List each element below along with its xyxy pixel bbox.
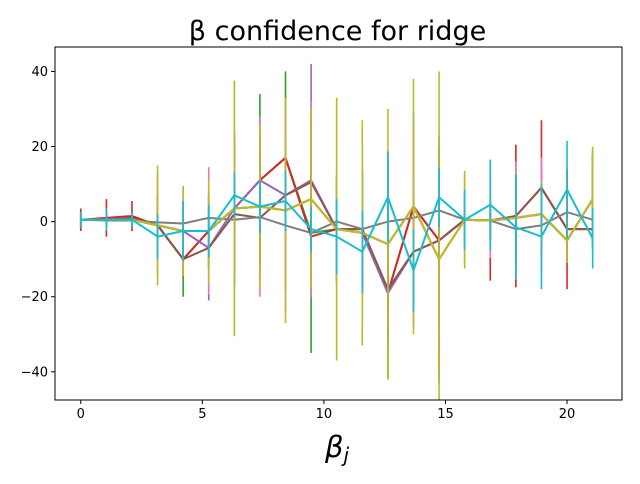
x-tick-label: 15 <box>437 407 454 422</box>
y-tick-label: 0 <box>40 215 48 230</box>
x-axis-label: βj <box>324 430 350 467</box>
x-tick-label: 20 <box>559 407 576 422</box>
y-tick-label: −20 <box>21 290 48 305</box>
series-9 <box>79 140 594 312</box>
x-axis-label-main: β <box>324 430 344 464</box>
y-tick-label: −40 <box>21 365 48 380</box>
y-tick-label: 40 <box>31 65 48 80</box>
chart-title: β confidence for ridge <box>189 16 486 47</box>
y-tick-label: 20 <box>31 140 48 155</box>
x-tick-label: 0 <box>77 407 85 422</box>
series-line <box>80 188 594 272</box>
x-tick-label: 10 <box>316 407 333 422</box>
axes: 0 5 10 15 20 −40 −20 0 20 40 <box>21 46 623 422</box>
x-tick-label: 5 <box>198 407 206 422</box>
plot-area <box>79 63 594 400</box>
x-axis-label-subscript: j <box>340 443 349 467</box>
plot-frame <box>54 46 623 401</box>
